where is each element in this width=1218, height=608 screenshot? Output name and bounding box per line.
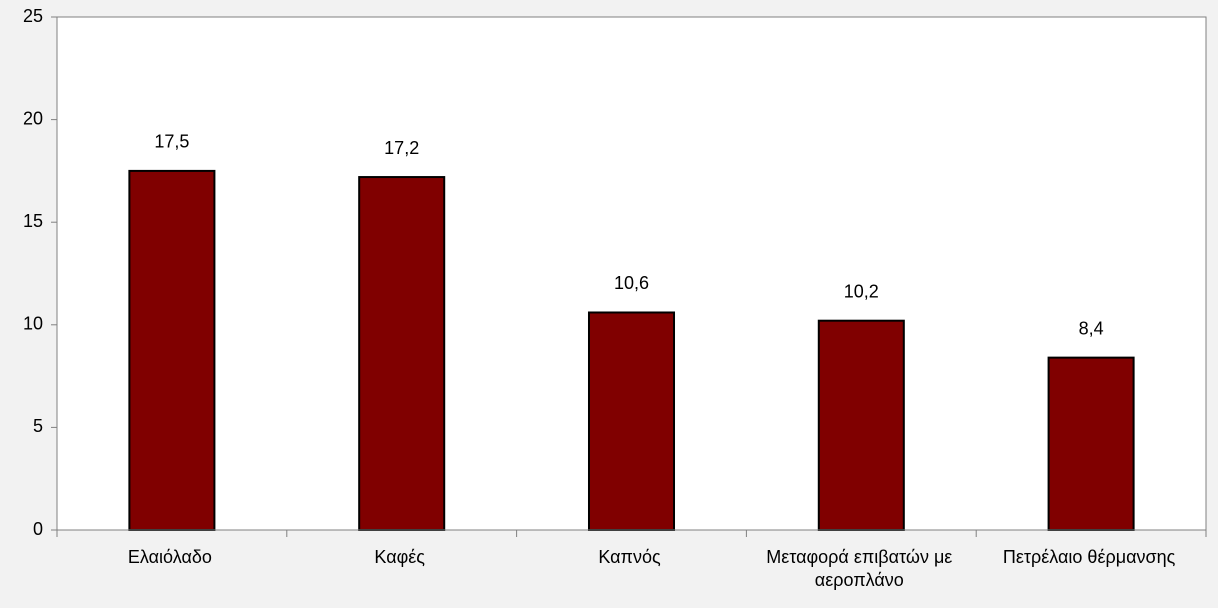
value-label: 10,2 xyxy=(844,281,879,301)
bar xyxy=(587,311,676,531)
x-tick-label: Καπνός xyxy=(598,547,661,567)
y-tick-label: 5 xyxy=(33,416,43,436)
y-tick-label: 15 xyxy=(23,211,43,231)
bar xyxy=(358,176,446,531)
value-label: 17,2 xyxy=(384,138,419,158)
x-tick-label-box: Καφές xyxy=(374,547,425,567)
x-tick-label-box: Ελαιόλαδο xyxy=(127,547,212,567)
y-tick-label: 10 xyxy=(23,314,43,334)
bar xyxy=(817,319,905,532)
y-tick-label: 25 xyxy=(23,6,43,26)
value-label: 8,4 xyxy=(1079,318,1104,338)
x-tick-label: Καφές xyxy=(374,547,425,567)
bar xyxy=(128,169,216,531)
x-tick-label: Ελαιόλαδο xyxy=(127,547,212,567)
bar xyxy=(1047,356,1135,531)
x-tick-label-box: Καπνός xyxy=(598,547,661,567)
value-label: 17,5 xyxy=(154,132,189,152)
x-tick-label: Μεταφορά επιβατών με αεροπλάνο xyxy=(766,547,953,590)
y-tick-label: 20 xyxy=(23,108,43,128)
y-tick-label: 0 xyxy=(33,519,43,539)
value-label: 10,6 xyxy=(614,273,649,293)
x-tick-label: Πετρέλαιο θέρμανσης xyxy=(1002,547,1176,567)
x-tick-label-box: Μεταφορά επιβατών με αεροπλάνο xyxy=(766,547,953,590)
x-tick-label-box: Πετρέλαιο θέρμανσης xyxy=(1002,547,1176,567)
